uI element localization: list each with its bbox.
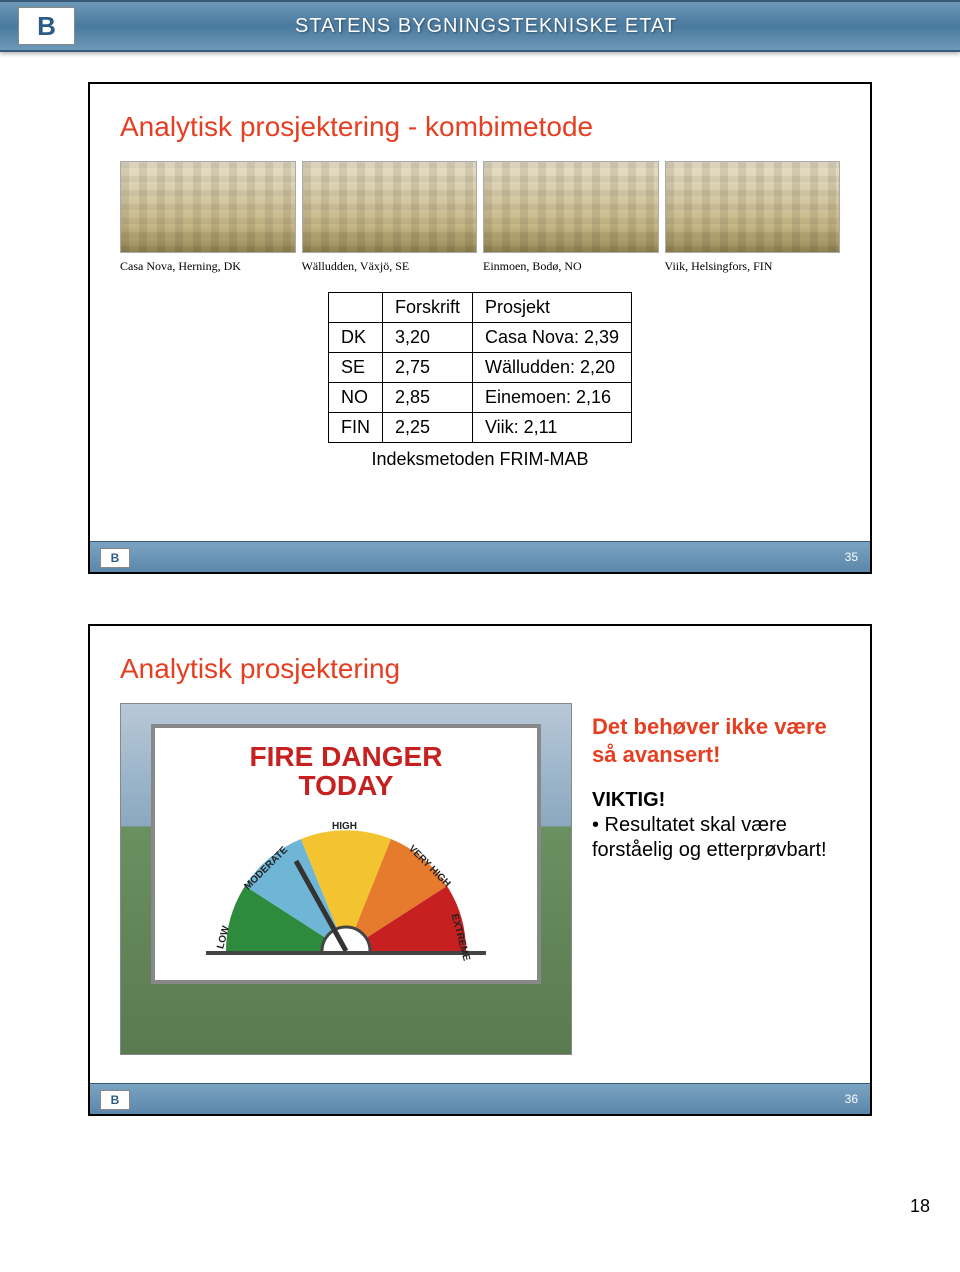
table-row: NO 2,85 Einemoen: 2,16 [328,383,631,413]
slide-footer: B 35 [90,541,870,572]
gauge-label-high: HIGH [332,821,357,832]
fire-gauge: LOW MODERATE HIGH VERY HIGH EXTREME [206,811,486,955]
table-footer: Indeksmetoden FRIM-MAB [120,449,840,470]
page-number: 18 [0,1186,960,1231]
slide-number: 35 [845,550,858,564]
slides-container: Analytisk prosjektering - kombimetode Ca… [0,52,960,1186]
slide2-title: Analytisk prosjektering [120,653,840,685]
sign-text: FIRE DANGER TODAY [169,742,523,801]
slide-2: Analytisk prosjektering FIRE DANGER TODA… [88,624,872,1116]
slide-number: 36 [845,1092,858,1106]
side-p1: Det behøver ikke være så avansert! [592,713,840,768]
caption: Viik, Helsingfors, FIN [665,259,841,274]
table-row: DK 3,20 Casa Nova: 2,39 [328,323,631,353]
table-row: SE 2,75 Wälludden: 2,20 [328,353,631,383]
page-header: B STATENS BYGNINGSTEKNISKE ETAT [0,0,960,52]
footer-logo: B [100,1090,130,1110]
header-title: STATENS BYGNINGSTEKNISKE ETAT [295,15,677,38]
side-p2-bullet: • Resultatet skal være forståelig og ett… [592,813,840,863]
building-images-row [120,161,840,253]
slide-footer: B 36 [90,1083,870,1114]
table-header [328,293,382,323]
table-header-row: Forskrift Prosjekt [328,293,631,323]
caption: Einmoen, Bodø, NO [483,259,659,274]
table-header: Forskrift [382,293,472,323]
fire-danger-photo: FIRE DANGER TODAY [120,703,572,1055]
side-text: Det behøver ikke være så avansert! VIKTI… [592,703,840,863]
data-table: Forskrift Prosjekt DK 3,20 Casa Nova: 2,… [328,292,632,443]
building-image [120,161,296,253]
slide1-title: Analytisk prosjektering - kombimetode [120,111,840,143]
footer-logo: B [100,548,130,568]
fire-danger-sign: FIRE DANGER TODAY [151,724,541,984]
table-header: Prosjekt [472,293,631,323]
table-row: FIN 2,25 Viik: 2,11 [328,413,631,443]
caption: Casa Nova, Herning, DK [120,259,296,274]
building-image [302,161,478,253]
logo: B [18,7,75,45]
slide-1: Analytisk prosjektering - kombimetode Ca… [88,82,872,574]
caption: Wälludden, Växjö, SE [302,259,478,274]
side-p2-head: VIKTIG! [592,788,840,813]
building-image [665,161,841,253]
building-image [483,161,659,253]
caption-row: Casa Nova, Herning, DK Wälludden, Växjö,… [120,259,840,274]
